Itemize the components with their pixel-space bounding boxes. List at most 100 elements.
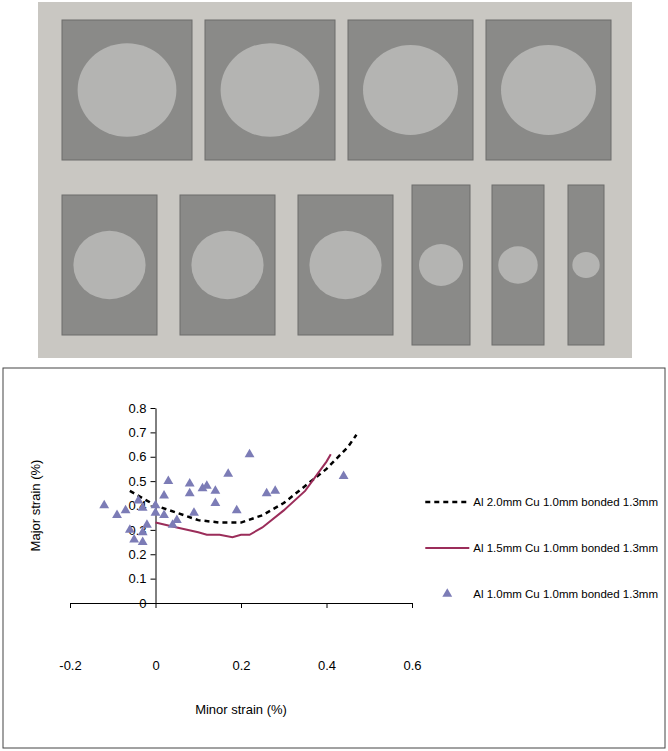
- specimen-dome: [572, 252, 599, 278]
- scatter-point: [245, 449, 255, 458]
- specimen: [568, 185, 604, 345]
- specimen-dome: [191, 231, 263, 299]
- scatter-point: [159, 490, 169, 499]
- y-tick: 0.6: [128, 449, 155, 464]
- scatter-point: [99, 500, 109, 509]
- scatter-point: [112, 510, 122, 519]
- scatter-point: [270, 485, 280, 494]
- legend-swatch: [425, 547, 469, 549]
- x-tick: -0.2: [59, 603, 81, 673]
- scatter-point: [202, 480, 212, 489]
- specimen-dome: [309, 231, 381, 299]
- x-tick-label: 0.4: [318, 658, 336, 673]
- scatter-point: [262, 488, 272, 497]
- y-tick-mark: [151, 432, 156, 433]
- y-tick-label: 0.8: [128, 401, 146, 416]
- y-tick-label: 0.2: [128, 547, 146, 562]
- specimen: [205, 20, 335, 160]
- scatter-point: [138, 502, 148, 511]
- scatter-point: [210, 485, 220, 494]
- x-tick-label: 0.2: [232, 658, 250, 673]
- x-tick: 0.4: [318, 603, 336, 673]
- specimen: [486, 20, 611, 160]
- x-tick-mark: [70, 603, 71, 608]
- y-tick-label: 0.1: [128, 571, 146, 586]
- y-tick-mark: [151, 603, 156, 604]
- specimen: [180, 195, 275, 335]
- scatter-point: [138, 527, 148, 536]
- y-axis-title: Major strain (%): [28, 460, 43, 552]
- legend-label: Al 2.0mm Cu 1.0mm bonded 1.3mm: [473, 496, 658, 508]
- x-tick: 0.2: [232, 603, 250, 673]
- scatter-point: [185, 488, 195, 497]
- y-tick-mark: [151, 408, 156, 409]
- y-tick-mark: [151, 554, 156, 555]
- scatter-point: [125, 524, 135, 533]
- y-tick: 0.1: [128, 571, 155, 586]
- legend-swatch: [442, 588, 452, 597]
- y-tick: 0.4: [128, 498, 155, 513]
- specimen: [492, 185, 544, 345]
- specimen: [412, 185, 470, 345]
- x-tick-mark: [412, 603, 413, 608]
- scatter-point: [223, 468, 233, 477]
- y-tick: 0.7: [128, 425, 155, 440]
- x-tick: 0.6: [403, 603, 421, 673]
- scatter-point: [151, 507, 161, 516]
- scatter-point: [185, 478, 195, 487]
- photo: [38, 2, 632, 358]
- y-tick-mark: [151, 530, 156, 531]
- x-tick: 0: [152, 603, 159, 673]
- specimen: [62, 195, 157, 335]
- specimen-dome: [78, 43, 177, 137]
- scatter-point: [138, 536, 148, 545]
- x-tick-label: -0.2: [59, 658, 81, 673]
- scatter-point: [129, 534, 139, 543]
- chart-frame: [3, 368, 665, 748]
- scatter-point: [210, 497, 220, 506]
- y-tick-mark: [151, 457, 156, 458]
- x-axis: -0.2 0 0.2 0.4 0.6: [59, 603, 421, 673]
- specimen: [348, 20, 473, 160]
- x-axis-title: Minor strain (%): [195, 702, 287, 717]
- scatter-point: [142, 519, 152, 528]
- specimen-dome: [363, 45, 458, 135]
- x-tick-mark: [327, 603, 328, 608]
- specimen-dome: [419, 244, 463, 286]
- x-tick-mark: [241, 603, 242, 608]
- y-tick-label: 0.6: [128, 449, 146, 464]
- y-tick-label: 0.5: [128, 474, 146, 489]
- specimen: [62, 20, 192, 160]
- specimen: [298, 195, 393, 335]
- y-tick: 0.8: [128, 401, 155, 416]
- x-tick-mark: [156, 603, 157, 608]
- legend-swatch: [425, 501, 469, 504]
- x-tick-label: 0: [152, 658, 159, 673]
- canvas: -0.200.20.40.600.10.20.30.40.50.60.70.8M…: [0, 0, 668, 751]
- specimen-dome: [498, 246, 538, 283]
- scatter-point: [168, 519, 178, 528]
- specimen-dome: [501, 45, 596, 135]
- scatter-point: [163, 475, 173, 484]
- plot-marks: [99, 435, 356, 545]
- legend: Al 2.0mm Cu 1.0mm bonded 1.3mm Al 1.5mm C…: [425, 496, 658, 600]
- x-tick-label: 0.6: [403, 658, 421, 673]
- scatter-point: [151, 500, 161, 509]
- y-tick-label: 0.7: [128, 425, 146, 440]
- scatter-point: [133, 495, 143, 504]
- photo-background: [38, 2, 632, 358]
- scatter-point: [121, 505, 131, 514]
- scatter-point: [232, 505, 242, 514]
- specimen-dome: [73, 231, 145, 299]
- series-line: [156, 454, 331, 537]
- y-tick: 0.2: [128, 547, 155, 562]
- y-axis: 00.10.20.30.40.50.60.70.8: [128, 401, 156, 611]
- series-line: [130, 435, 357, 523]
- y-tick-mark: [151, 481, 156, 482]
- y-tick: 0.5: [128, 474, 155, 489]
- legend-label: Al 1.5mm Cu 1.0mm bonded 1.3mm: [473, 542, 658, 554]
- scatter-point: [339, 471, 349, 480]
- legend-label: Al 1.0mm Cu 1.0mm bonded 1.3mm: [473, 588, 658, 600]
- specimen-dome: [221, 43, 320, 137]
- scatter-point: [189, 507, 199, 516]
